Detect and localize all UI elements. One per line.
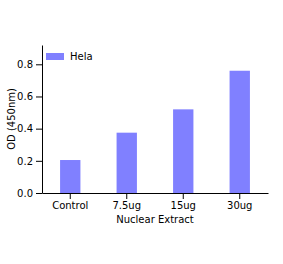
x-tick: 15ug	[171, 193, 196, 211]
y-tick-mark	[36, 193, 42, 194]
x-axis-line	[43, 193, 269, 194]
x-tick-mark	[239, 193, 240, 199]
y-axis-title: OD (450nm)	[6, 88, 17, 150]
x-tick: 7.5ug	[112, 193, 141, 211]
x-tick-label: 30ug	[227, 200, 252, 211]
y-tick: 0.2	[17, 156, 42, 167]
y-axis-line	[42, 46, 43, 194]
y-axis: 0.0 0.2 0.4 0.6 0.8	[17, 46, 42, 199]
bar	[173, 109, 193, 193]
y-tick-mark	[36, 161, 42, 162]
x-axis: Control 7.5ug 15ug 30ug	[43, 193, 269, 211]
x-tick-mark	[126, 193, 127, 199]
x-tick-mark	[70, 193, 71, 199]
y-tick-label: 0.2	[17, 156, 33, 167]
x-tick-label: Control	[52, 200, 88, 211]
x-tick-label: 15ug	[171, 200, 196, 211]
y-tick-mark	[36, 64, 42, 65]
x-tick-mark	[183, 193, 184, 199]
bar	[230, 71, 250, 193]
legend-label: Hela	[70, 51, 93, 62]
chart: 0.0 0.2 0.4 0.6 0.8 Control 7.5ug 15ug 30ug Nucle…	[0, 0, 283, 264]
y-tick: 0.8	[17, 59, 42, 70]
x-axis-title: Nuclear Extract	[116, 214, 194, 225]
y-tick: 0.0	[17, 188, 42, 199]
x-tick-label: 7.5ug	[112, 200, 141, 211]
y-tick-label: 0.6	[17, 91, 33, 102]
bars	[60, 71, 250, 193]
bar	[117, 133, 137, 193]
x-tick: 30ug	[227, 193, 252, 211]
y-tick-label: 0.4	[17, 123, 33, 134]
x-tick: Control	[52, 193, 88, 211]
y-tick-label: 0.8	[17, 59, 33, 70]
y-tick: 0.4	[17, 123, 42, 134]
plot: 0.0 0.2 0.4 0.6 0.8 Control 7.5ug 15ug 30ug	[17, 46, 268, 212]
y-tick-label: 0.0	[17, 188, 33, 199]
bar	[60, 160, 80, 193]
legend: Hela	[46, 51, 93, 62]
y-tick-mark	[36, 129, 42, 130]
legend-swatch	[46, 53, 64, 60]
y-tick-mark	[36, 96, 42, 97]
y-tick: 0.6	[17, 91, 42, 102]
